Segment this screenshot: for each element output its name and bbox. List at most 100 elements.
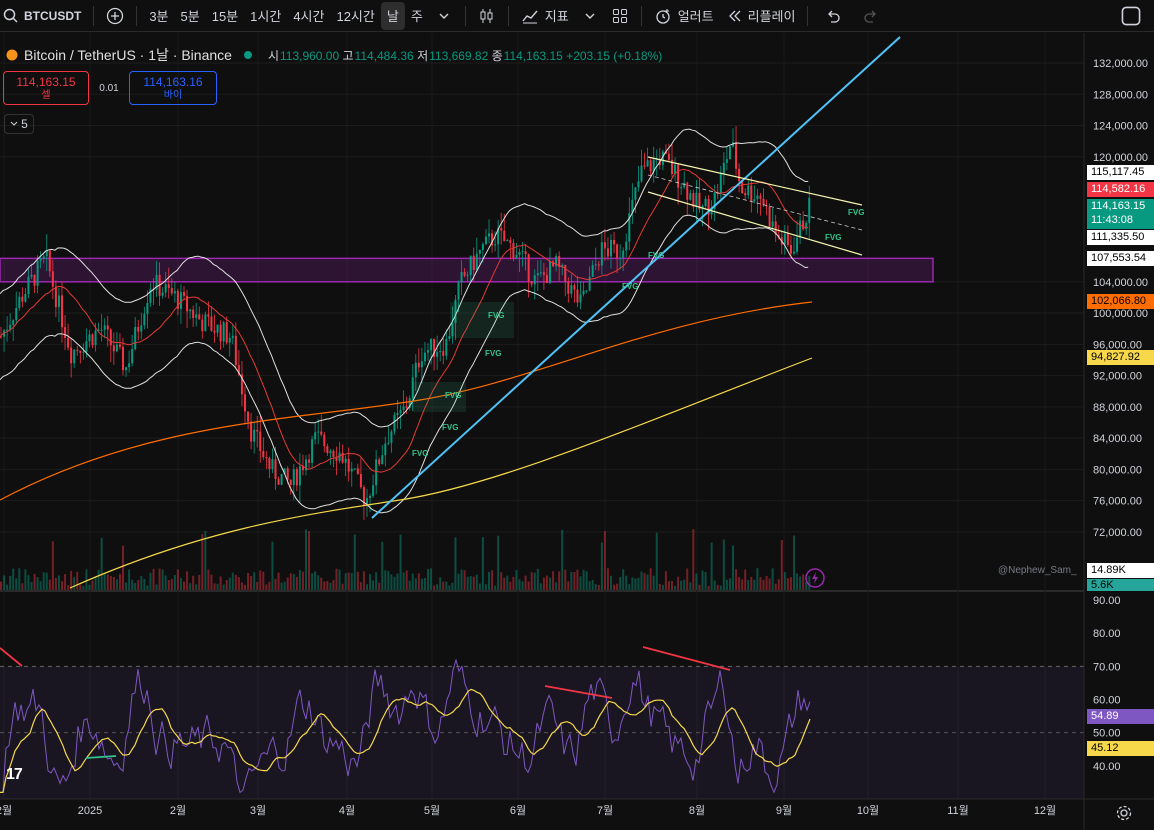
interval-1d[interactable]: 날 (380, 1, 405, 30)
candle-body (12, 320, 15, 325)
candle-body (164, 284, 167, 293)
indicator-overlays: FVG FVG FVG FVG FVG FVG FVG FVG FVG (0, 36, 901, 589)
fullscreen-button[interactable] (1114, 2, 1148, 30)
volume-bar (716, 584, 719, 590)
volume-bar (24, 569, 27, 590)
volume-bar (768, 578, 771, 590)
undo-button[interactable] (818, 2, 848, 30)
volume-bar (561, 529, 564, 590)
interval-3m[interactable]: 3분 (149, 9, 169, 24)
volume-bar (789, 577, 792, 590)
author-watermark: @Nephew_Sam_ (998, 565, 1077, 576)
volume-bar (262, 571, 265, 590)
candle-body (280, 474, 283, 485)
candle-body (582, 290, 585, 295)
time-tick-label: 7월 (597, 804, 613, 817)
fvg-label: FVG (825, 233, 841, 242)
volume-bar (774, 583, 777, 590)
candle-body (362, 487, 365, 506)
volume-bar (442, 581, 445, 590)
volume-bar (9, 575, 12, 590)
layout-icon (612, 8, 627, 23)
candle-body (323, 434, 326, 447)
volume-bar (176, 569, 179, 590)
candle-body (707, 198, 710, 215)
interval-4h[interactable]: 4시간 (293, 9, 325, 24)
candle-body (198, 314, 201, 320)
volume-bar (488, 571, 490, 590)
volume-bar (122, 545, 124, 590)
candle-body (143, 313, 146, 326)
candle-body (201, 319, 204, 332)
volume-bar (646, 574, 649, 590)
lightning-icon[interactable] (804, 567, 826, 589)
layout-button[interactable] (605, 2, 635, 30)
candle-body (42, 256, 45, 259)
volume-bar (143, 578, 146, 590)
volume-bar (799, 576, 802, 590)
candle-body (384, 443, 387, 456)
chevron-down-icon (10, 121, 18, 126)
buy-button[interactable]: 114,163.16 바이 (129, 71, 217, 105)
candle-body (680, 187, 683, 189)
indicators-button[interactable]: 지표 (515, 2, 575, 30)
interval-dropdown[interactable] (429, 2, 459, 30)
candle-body (427, 350, 429, 353)
indicators-dropdown[interactable] (575, 2, 605, 30)
candle-body (442, 351, 445, 356)
price-tick-label: 80,000.00 (1093, 464, 1142, 476)
settings-icon[interactable] (1115, 804, 1133, 822)
volume-bar (179, 578, 182, 590)
sell-button[interactable]: 114,163.15 셀 (3, 71, 89, 105)
interval-5m[interactable]: 5분 (180, 9, 200, 24)
redo-button[interactable] (856, 2, 886, 30)
interval-1w[interactable]: 주 (410, 9, 423, 24)
candle-body (667, 153, 670, 160)
volume-bar (735, 569, 738, 590)
interval-1h[interactable]: 1시간 (250, 9, 282, 24)
price-tick-label: 84,000.00 (1093, 433, 1142, 445)
chart-type-button[interactable] (472, 2, 502, 30)
volume-bar (295, 576, 298, 590)
candle-body (735, 142, 738, 169)
candle-body (128, 363, 131, 368)
candle-body (759, 195, 762, 199)
interval-12h[interactable]: 12시간 (336, 9, 375, 24)
candle-body (335, 456, 338, 461)
compare-symbol-button[interactable] (100, 2, 130, 30)
replay-button[interactable]: 리플레이 (720, 2, 802, 30)
volume-bar (0, 581, 2, 590)
candle-body (277, 478, 280, 485)
volume-bar (381, 541, 384, 590)
market-open-dot (243, 51, 252, 59)
volume-bar (597, 584, 600, 590)
symbol-search[interactable]: BTCUSDT (0, 2, 87, 30)
volume-bar (237, 577, 240, 590)
price-tick-label: 92,000.00 (1093, 371, 1142, 383)
candle-body (48, 250, 51, 272)
volume-bar (362, 571, 365, 590)
candle-body (488, 233, 490, 237)
volume-bar (521, 581, 524, 590)
candle-body (250, 421, 253, 442)
volume-bar (323, 581, 326, 590)
volume-bar (692, 529, 695, 590)
symbol-title[interactable]: Bitcoin / TetherUS · 1날 · Binance (24, 47, 232, 63)
volume-bar (427, 569, 429, 590)
candle-body (664, 151, 667, 154)
candle-body (762, 198, 765, 206)
candle-body (585, 290, 588, 292)
candle-body (597, 264, 600, 266)
volume-bar (491, 570, 494, 590)
candle-body (15, 308, 18, 321)
interval-15m[interactable]: 15분 (211, 9, 239, 24)
candle-body (500, 228, 503, 231)
candle-body (744, 192, 747, 196)
volume-bar (439, 577, 442, 590)
candle-body (405, 406, 408, 409)
indicators-collapse-button[interactable]: 5 (4, 114, 34, 134)
volume-bar (118, 573, 121, 590)
alert-button[interactable]: 얼러트 (648, 2, 720, 30)
rsi-band (0, 666, 1084, 799)
